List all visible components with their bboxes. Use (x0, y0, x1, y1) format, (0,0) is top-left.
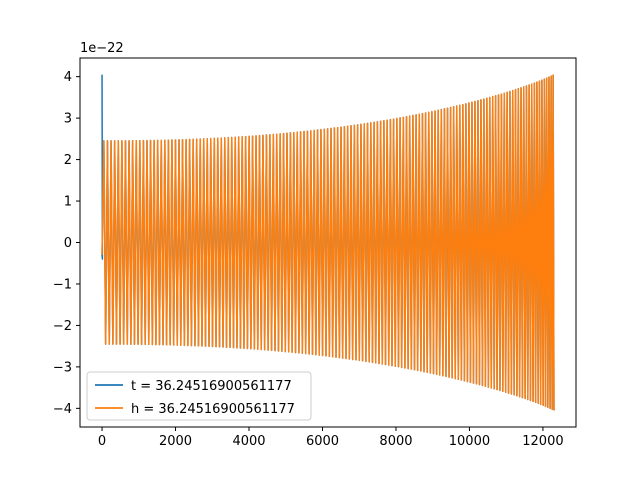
y-tick-label: −4 (53, 402, 72, 417)
x-tick-label: 2000 (159, 434, 192, 449)
y-tick-label: 0 (64, 236, 72, 251)
x-tick-label: 12000 (522, 434, 563, 449)
y-tick-label: 2 (64, 153, 72, 168)
x-tick-label: 4000 (232, 434, 265, 449)
x-tick-label: 8000 (379, 434, 412, 449)
y-offset-text: 1e−22 (80, 41, 124, 56)
legend-frame (86, 371, 312, 421)
y-tick-label: 4 (64, 70, 72, 85)
x-axis: 0 2000 4000 6000 8000 10000 12000 (98, 427, 564, 449)
y-axis: 4 3 2 1 0 −1 −2 −3 −4 (53, 70, 80, 417)
y-tick-label: 1 (64, 195, 72, 210)
series-layer (101, 74, 555, 411)
series-line-1 (101, 74, 555, 411)
x-tick-label: 6000 (306, 434, 339, 449)
y-tick-label: −2 (53, 319, 72, 334)
legend: t = 36.24516900561177 h = 36.24516900561… (86, 371, 312, 421)
y-tick-label: −1 (53, 277, 72, 292)
legend-label-h: h = 36.24516900561177 (131, 402, 295, 417)
x-tick-label: 10000 (449, 434, 490, 449)
y-tick-label: 3 (64, 112, 72, 127)
x-tick-label: 0 (98, 434, 106, 449)
legend-label-t: t = 36.24516900561177 (131, 379, 292, 394)
y-tick-label: −3 (53, 360, 72, 375)
